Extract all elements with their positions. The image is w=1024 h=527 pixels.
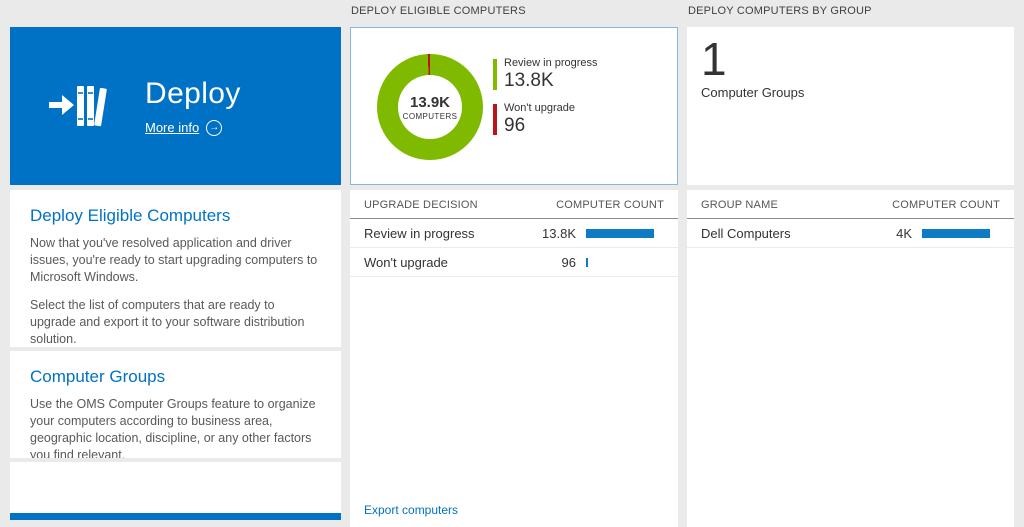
table-header: UPGRADE DECISION COMPUTER COUNT bbox=[350, 190, 678, 219]
col-upgrade-decision: UPGRADE DECISION bbox=[364, 199, 478, 211]
legend-item-review: Review in progress 13.8K bbox=[493, 57, 598, 92]
legend-swatch-red bbox=[493, 104, 497, 135]
legend-text: Won't upgrade 96 bbox=[504, 102, 575, 137]
row-label: Won't upgrade bbox=[364, 254, 448, 270]
donut-center-value: 13.9K bbox=[409, 93, 451, 111]
computer-groups-card[interactable]: 1 Computer Groups bbox=[687, 27, 1014, 185]
column-header: DEPLOY ELIGIBLE COMPUTERS bbox=[351, 5, 526, 17]
donut-legend: Review in progress 13.8K Won't upgrade 9… bbox=[493, 57, 598, 137]
deploy-tile-text: Deploy More info → bbox=[145, 77, 241, 136]
row-value: 13.8K bbox=[542, 225, 576, 241]
donut-center-label: COMPUTERS bbox=[402, 111, 458, 121]
deploy-icon bbox=[10, 82, 145, 130]
overview-column: Deploy More info → Deploy Eligible Compu… bbox=[10, 27, 341, 520]
section-computer-groups: Computer Groups Use the OMS Computer Gro… bbox=[10, 351, 341, 458]
donut-chart: 13.9K COMPUTERS bbox=[377, 54, 483, 160]
section-paragraph: Now that you've resolved application and… bbox=[30, 236, 318, 284]
row-value: 4K bbox=[896, 225, 912, 241]
computers-by-group-column: DEPLOY COMPUTERS BY GROUP 1 Computer Gro… bbox=[687, 0, 1014, 527]
row-bar-cell bbox=[586, 257, 664, 267]
col-group-name: GROUP NAME bbox=[701, 199, 778, 211]
tile-title: Deploy bbox=[145, 76, 241, 110]
section-deploy-eligible: Deploy Eligible Computers Now that you'v… bbox=[10, 190, 341, 347]
table-header: GROUP NAME COMPUTER COUNT bbox=[687, 190, 1014, 219]
col-computer-count: COMPUTER COUNT bbox=[892, 199, 1000, 211]
legend-value: 13.8K bbox=[504, 70, 554, 91]
legend-swatch-green bbox=[493, 59, 497, 90]
legend-label: Won't upgrade bbox=[504, 102, 576, 114]
more-info-label: More info bbox=[145, 120, 200, 135]
left-filler bbox=[10, 462, 341, 513]
count-bar bbox=[586, 257, 588, 267]
deploy-eligible-column: DEPLOY ELIGIBLE COMPUTERS 13.9K COMPUTER… bbox=[350, 0, 678, 527]
export-computers-link[interactable]: Export computers bbox=[364, 503, 459, 517]
section-heading: Computer Groups bbox=[30, 367, 166, 386]
donut-center: 13.9K COMPUTERS bbox=[398, 75, 462, 139]
table-row[interactable]: Won't upgrade 96 bbox=[350, 248, 678, 277]
group-count-label: Computer Groups bbox=[701, 85, 805, 101]
table-row[interactable]: Review in progress 13.8K bbox=[350, 219, 678, 248]
count-bar bbox=[922, 228, 990, 238]
bottom-accent-bar bbox=[10, 513, 341, 520]
section-paragraph: Select the list of computers that are re… bbox=[30, 298, 305, 346]
group-count: 1 bbox=[701, 33, 727, 85]
row-label: Dell Computers bbox=[701, 225, 791, 241]
deploy-tile[interactable]: Deploy More info → bbox=[10, 27, 341, 185]
row-value: 96 bbox=[561, 254, 576, 270]
eligible-computers-card[interactable]: 13.9K COMPUTERS Review in progress 13.8K… bbox=[350, 27, 678, 185]
group-table-panel: GROUP NAME COMPUTER COUNT Dell Computers… bbox=[687, 190, 1014, 527]
column-header: DEPLOY COMPUTERS BY GROUP bbox=[688, 5, 872, 17]
section-paragraph: Use the OMS Computer Groups feature to o… bbox=[30, 397, 316, 458]
arrow-right-circle-icon: → bbox=[206, 119, 223, 136]
section-heading: Deploy Eligible Computers bbox=[30, 206, 231, 225]
table-row[interactable]: Dell Computers 4K bbox=[687, 219, 1014, 248]
legend-value: 96 bbox=[504, 115, 526, 136]
row-bar-cell bbox=[922, 228, 1000, 238]
row-label: Review in progress bbox=[364, 225, 475, 241]
legend-text: Review in progress 13.8K bbox=[504, 57, 598, 92]
row-bar-cell bbox=[586, 228, 664, 238]
upgrade-decision-panel: UPGRADE DECISION COMPUTER COUNT Review i… bbox=[350, 190, 678, 527]
col-computer-count: COMPUTER COUNT bbox=[556, 199, 664, 211]
legend-label: Review in progress bbox=[504, 57, 598, 69]
more-info-link[interactable]: More info → bbox=[145, 119, 241, 136]
legend-item-wont-upgrade: Won't upgrade 96 bbox=[493, 102, 598, 137]
count-bar bbox=[586, 228, 654, 238]
